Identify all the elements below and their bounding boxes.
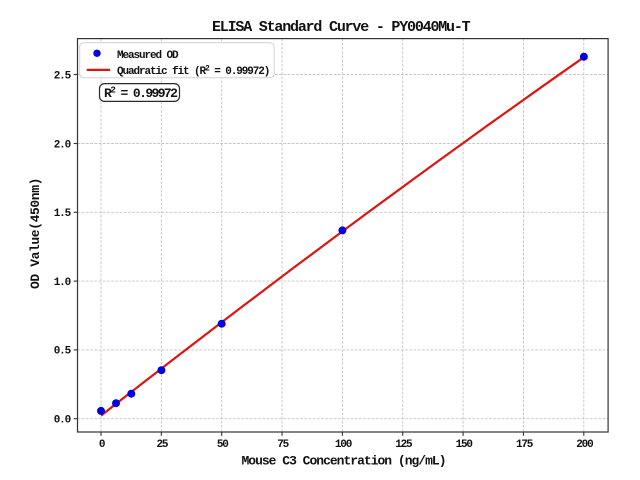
svg-text:R2 = 0.99972: R2 = 0.99972 <box>104 85 178 101</box>
svg-text:Quadratic fit (R2 = 0.99972): Quadratic fit (R2 = 0.99972) <box>117 64 269 78</box>
svg-text:175: 175 <box>516 439 534 451</box>
svg-text:0: 0 <box>99 439 105 451</box>
svg-text:1.0: 1.0 <box>54 277 71 289</box>
svg-text:Mouse C3 Concentration (ng/mL): Mouse C3 Concentration (ng/mL) <box>241 454 445 469</box>
svg-text:ELISA Standard Curve - PY0040M: ELISA Standard Curve - PY0040Mu-T <box>212 19 471 36</box>
svg-text:0.0: 0.0 <box>54 415 71 427</box>
svg-text:25: 25 <box>157 439 169 451</box>
svg-text:Measured OD: Measured OD <box>117 50 179 62</box>
svg-text:OD Value(450nm): OD Value(450nm) <box>28 178 43 289</box>
svg-text:75: 75 <box>277 439 289 451</box>
svg-text:150: 150 <box>456 439 473 451</box>
svg-text:50: 50 <box>217 439 228 451</box>
svg-text:0.5: 0.5 <box>54 346 72 358</box>
svg-text:2.5: 2.5 <box>54 70 72 82</box>
svg-text:125: 125 <box>395 439 413 451</box>
svg-text:2.0: 2.0 <box>54 139 71 151</box>
svg-text:200: 200 <box>576 439 593 451</box>
svg-text:100: 100 <box>335 439 352 451</box>
svg-text:1.5: 1.5 <box>54 208 72 220</box>
